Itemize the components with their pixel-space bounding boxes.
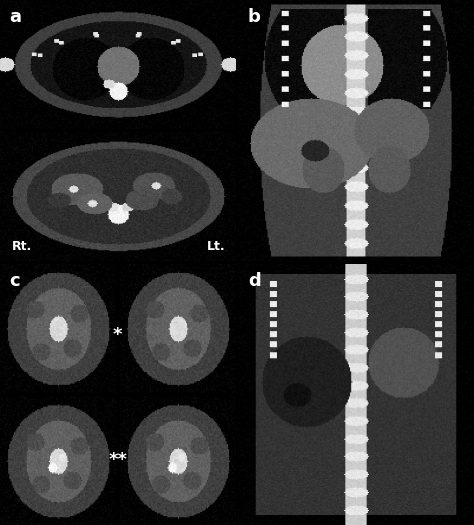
Text: a: a [9,8,21,26]
Text: Rt.: Rt. [12,240,32,253]
Text: **: ** [108,451,128,469]
Text: *: * [113,326,123,343]
Text: d: d [248,272,261,290]
Text: c: c [9,272,20,290]
Text: Lt.: Lt. [207,240,226,253]
Text: b: b [248,8,261,26]
